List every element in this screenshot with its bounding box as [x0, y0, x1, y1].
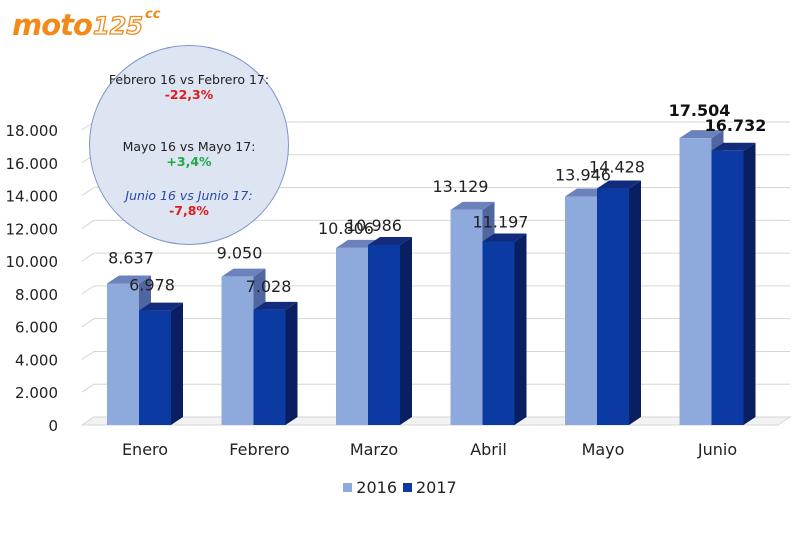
bar-top-2017-junio	[711, 142, 756, 151]
y-tick-label: 8.000	[15, 286, 58, 304]
bar-2017-febrero	[253, 309, 286, 425]
y-tick-label: 18.000	[6, 122, 59, 140]
y-tick-label: 6.000	[15, 319, 58, 337]
bar-side-2017-junio	[743, 142, 756, 425]
data-label-2016-febrero: 9.050	[217, 244, 263, 263]
data-label-2016-abril: 13.129	[433, 177, 489, 196]
bar-2016-abril	[450, 209, 483, 425]
gridline-diagonal	[81, 285, 95, 295]
gridline-diagonal	[81, 383, 95, 393]
logo-text: moto	[12, 8, 93, 42]
legend-swatch-2016	[343, 483, 353, 492]
y-tick-label: 14.000	[6, 188, 59, 206]
bar-side-2017-abril	[514, 233, 527, 425]
data-label-2017-marzo: 10.986	[346, 216, 402, 235]
gridline-diagonal	[81, 187, 95, 196]
callout-febrero: Febrero 16 vs Febrero 17: -22,3%	[104, 72, 274, 102]
bar-2016-mayo	[565, 196, 597, 425]
legend-swatch-2017	[403, 483, 412, 492]
gridline-diagonal	[81, 252, 95, 262]
callout-mayo: Mayo 16 vs Mayo 17: +3,4%	[100, 139, 278, 169]
comparison-callout: Febrero 16 vs Febrero 17: -22,3% Mayo 16…	[89, 45, 289, 245]
bar-top-2016-abril	[450, 201, 495, 210]
y-tick-label: 10.000	[6, 253, 59, 271]
data-label-2017-febrero: 7.028	[246, 277, 292, 296]
bar-side-2017-enero	[171, 302, 183, 425]
callout-febrero-label: Febrero 16 vs Febrero 17:	[108, 72, 270, 87]
bar-side-2017-mayo	[629, 180, 641, 425]
y-tick-label: 16.000	[6, 155, 59, 173]
logo-number: 125	[92, 11, 144, 40]
bar-top-2017-enero	[139, 302, 183, 311]
data-label-2016-junio: 17.504	[669, 101, 731, 120]
bar-2016-marzo	[336, 247, 368, 425]
y-tick-label: 4.000	[15, 351, 58, 369]
x-tick-label: Junio	[697, 440, 737, 459]
x-tick-label: Enero	[122, 440, 168, 459]
x-tick-label: Abril	[470, 440, 507, 459]
chart-legend: 2016 2017	[0, 478, 800, 497]
y-tick-label: 0	[48, 417, 58, 435]
bar-top-2017-marzo	[368, 236, 412, 245]
x-tick-label: Mayo	[582, 440, 625, 459]
bar-2016-enero	[107, 283, 139, 425]
bar-2017-mayo	[597, 188, 629, 425]
x-tick-label: Marzo	[350, 440, 398, 459]
bar-side-2017-marzo	[400, 236, 412, 425]
callout-junio-label: Junio 16 vs Junio 17:	[125, 188, 253, 203]
gridline-diagonal	[81, 351, 95, 360]
legend-item-2017: 2017	[403, 478, 457, 497]
data-label-2017-junio: 16.732	[705, 116, 767, 135]
bar-top-2017-febrero	[253, 301, 298, 310]
bar-side-2017-febrero	[285, 301, 298, 425]
bar-2016-junio	[679, 138, 712, 425]
bar-top-2017-abril	[482, 233, 527, 242]
callout-mayo-label: Mayo 16 vs Mayo 17:	[122, 139, 256, 154]
logo-cc: cc	[145, 7, 161, 22]
bar-2017-enero	[139, 310, 171, 425]
moto125-logo: moto 125 cc	[12, 6, 161, 42]
data-label-2017-mayo: 14.428	[589, 158, 645, 177]
legend-label-2017: 2017	[416, 478, 457, 497]
bar-top-2017-mayo	[597, 180, 641, 189]
gridline-diagonal	[81, 219, 95, 229]
bar-2016-febrero	[221, 276, 254, 425]
callout-junio-value: -7,8%	[169, 203, 209, 218]
callout-mayo-value: +3,4%	[166, 154, 212, 169]
x-tick-label: Febrero	[229, 440, 289, 459]
bar-top-2016-junio	[679, 130, 724, 139]
data-label-2016-mayo: 13.946	[555, 165, 611, 184]
bar-top-2016-febrero	[221, 268, 266, 277]
bar-2017-marzo	[368, 244, 400, 425]
data-label-2017-abril: 11.197	[473, 212, 529, 231]
callout-junio: Junio 16 vs Junio 17: -7,8%	[100, 188, 278, 218]
data-label-2017-enero: 6.978	[129, 276, 175, 295]
data-label-2016-marzo: 10.806	[318, 219, 374, 238]
callout-febrero-value: -22,3%	[164, 87, 214, 102]
y-tick-label: 12.000	[6, 220, 59, 238]
bar-2017-junio	[711, 150, 744, 425]
bar-2017-abril	[482, 241, 515, 425]
legend-label-2016: 2016	[356, 478, 397, 497]
data-label-2016-enero: 8.637	[108, 248, 154, 267]
gridline-diagonal	[81, 318, 95, 328]
legend-item-2016: 2016	[343, 478, 397, 497]
y-tick-label: 2.000	[15, 384, 58, 402]
bar-top-2016-enero	[107, 275, 151, 284]
